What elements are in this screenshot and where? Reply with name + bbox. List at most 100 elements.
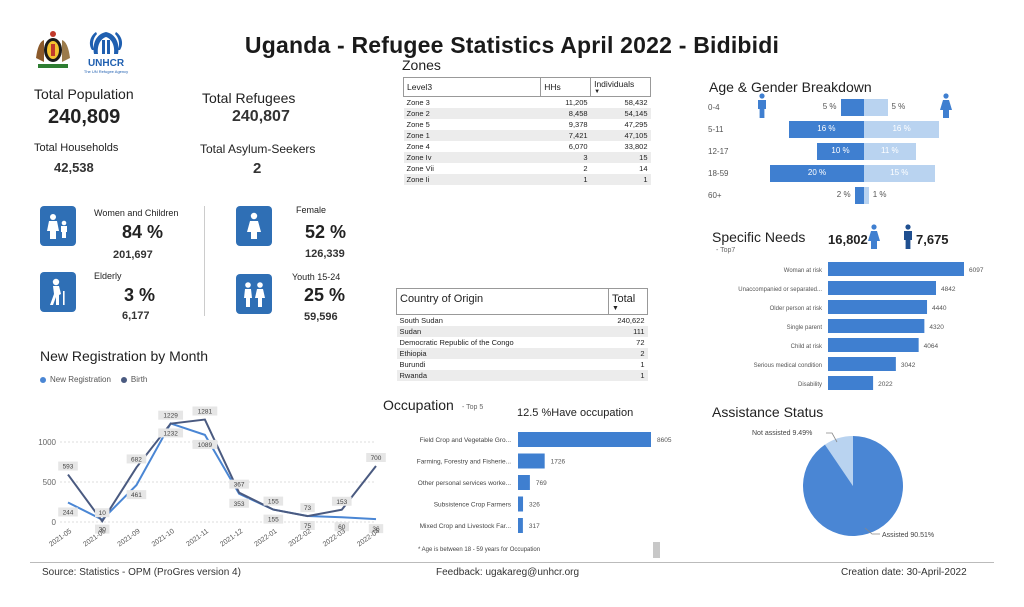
pie-slice-not-assisted[interactable] <box>824 436 853 486</box>
origin-country-cell: Ethiopia <box>396 348 609 359</box>
zones-header-level3[interactable]: Level3 <box>402 77 542 97</box>
specific-needs-subtitle: - Top7 <box>716 247 736 254</box>
female-bar[interactable] <box>864 165 935 182</box>
page-title: Uganda - Refugee Statistics April 2022 -… <box>244 32 780 58</box>
zones-table-container: Level3 HHs Individuals ▼ Zone 3 11,205 58,4… <box>402 77 651 185</box>
origin-header-country[interactable]: Country of Origin <box>396 288 609 315</box>
data-label-bg <box>368 524 384 534</box>
zones-row[interactable]: Zone Vii 2 14 <box>404 163 651 174</box>
data-label-bg <box>229 498 249 508</box>
need-bar[interactable] <box>828 357 896 371</box>
female-bar[interactable] <box>864 143 916 160</box>
occupation-category-label: Mixed Crop and Livestock Far... <box>420 523 512 530</box>
pie-leader-not-assisted <box>826 432 838 443</box>
x-tick-label: 2022-02 <box>288 528 313 549</box>
uganda-coat-of-arms-logo <box>32 28 74 72</box>
footer-source: Source: Statistics - OPM (ProGres versio… <box>42 567 241 578</box>
data-label: 155 <box>268 517 279 524</box>
occupation-value-label: 8605 <box>657 437 672 444</box>
zone-name-cell: Zone 3 <box>406 98 430 107</box>
zones-row[interactable]: Zone 4 6,070 33,802 <box>404 141 651 152</box>
need-bar[interactable] <box>828 300 928 314</box>
total-households-value: 42,538 <box>54 160 94 175</box>
need-value-label: 3042 <box>901 362 916 369</box>
origin-row[interactable]: Ethiopia 2 <box>396 348 648 359</box>
need-bar[interactable] <box>828 319 925 333</box>
male-bar[interactable] <box>854 187 864 204</box>
occupation-bar[interactable] <box>518 453 545 469</box>
occupation-bar[interactable] <box>518 475 530 490</box>
origin-table-container: Country of Origin Total ▼ South Sudan 240,… <box>396 288 650 381</box>
origin-header-total[interactable]: Total ▼ <box>608 288 648 315</box>
specific-needs-female-count: 16,802 <box>828 232 868 247</box>
occupation-scrollbar[interactable] <box>653 542 660 558</box>
male-bar[interactable] <box>840 99 864 116</box>
occupation-chart: Field Crop and Vegetable Gro... 8605 Farmi… <box>417 432 672 533</box>
zones-header-hhs[interactable]: HHs <box>540 77 592 97</box>
total-asylum-value: 2 <box>253 160 262 177</box>
zones-row[interactable]: Zone 5 9,378 47,295 <box>404 119 651 130</box>
women-children-icon <box>40 206 76 246</box>
origin-country-cell: Democratic Republic of the Congo <box>399 338 514 347</box>
need-bar[interactable] <box>828 376 874 390</box>
zone-individuals-cell: 47,105 <box>590 130 651 141</box>
data-label: 682 <box>131 456 142 463</box>
female-pct-label: 15 % <box>890 168 909 177</box>
age-group-label: 60+ <box>708 191 722 200</box>
origin-row[interactable]: Democratic Republic of the Congo 72 <box>397 337 648 348</box>
occupation-title: Occupation <box>383 397 454 413</box>
data-label: 153 <box>336 499 347 506</box>
male-bar[interactable] <box>817 143 864 160</box>
origin-row[interactable]: Sudan 111 <box>396 326 648 337</box>
zone-individuals-cell: 15 <box>590 152 651 163</box>
occupation-bar[interactable] <box>518 432 651 447</box>
origin-row[interactable]: Rwanda 1 <box>396 370 648 381</box>
female-bar[interactable] <box>864 121 940 138</box>
registration-legend: New Registration Birth <box>40 375 147 384</box>
occupation-bar[interactable] <box>518 496 524 512</box>
zones-header-individuals[interactable]: Individuals ▼ <box>590 77 651 97</box>
need-bar[interactable] <box>828 338 919 352</box>
data-label: 30 <box>99 527 107 534</box>
x-tick-label: 2021-10 <box>151 528 176 549</box>
registration-title: New Registration by Month <box>40 348 209 364</box>
female-bar[interactable] <box>864 99 888 116</box>
occupation-bar[interactable] <box>518 518 523 533</box>
data-label-bg <box>300 521 315 530</box>
data-label-bg <box>95 524 110 534</box>
series-line-1[interactable] <box>67 418 377 523</box>
footer-feedback[interactable]: Feedback: ugakareg@unhcr.org <box>436 567 580 578</box>
female-bar[interactable] <box>864 187 869 204</box>
need-bar[interactable] <box>828 262 964 276</box>
zones-row[interactable]: Zone 1 7,421 47,105 <box>403 130 651 141</box>
need-category-label: Child at risk <box>791 344 823 350</box>
x-tick-label: 2021-06 <box>82 528 107 549</box>
origin-row[interactable]: South Sudan 240,622 <box>397 315 648 327</box>
series-line-0[interactable] <box>67 422 377 521</box>
zones-row[interactable]: Zone Iv 3 15 <box>403 152 651 163</box>
assistance-title: Assistance Status <box>712 404 824 420</box>
zones-row[interactable]: Zone 3 11,205 58,432 <box>404 97 651 109</box>
data-label: 155 <box>268 499 279 506</box>
pie-label-assisted: Assisted 90.51% <box>882 532 934 539</box>
male-bar[interactable] <box>770 165 864 182</box>
origin-total-cell: 240,622 <box>617 316 645 325</box>
data-label: 1281 <box>198 409 213 416</box>
data-label: 1089 <box>198 442 213 449</box>
zone-hhs-cell: 9,378 <box>568 120 588 129</box>
zones-row[interactable]: Zone 2 8,458 54,145 <box>403 108 651 119</box>
total-refugees-value: 240,807 <box>232 108 290 125</box>
origin-row[interactable]: Burundi 1 <box>397 359 648 370</box>
female-pct-label: 16 % <box>892 124 911 133</box>
y-tick-label: 0 <box>52 518 57 527</box>
x-tick-label: 2022-03 <box>322 528 347 549</box>
occupation-subtitle: - Top 5 <box>462 404 484 411</box>
data-label: 73 <box>304 505 312 512</box>
zones-row[interactable]: Zone Ii 1 1 <box>403 174 651 185</box>
male-bar[interactable] <box>788 121 864 138</box>
pie-slice-assisted[interactable] <box>803 436 903 536</box>
need-bar[interactable] <box>828 281 937 295</box>
need-category-label: Unaccompanied or separated... <box>738 287 822 293</box>
zone-name-cell: Zone Iv <box>403 152 541 163</box>
male-pct-label: 5 % <box>822 102 837 111</box>
